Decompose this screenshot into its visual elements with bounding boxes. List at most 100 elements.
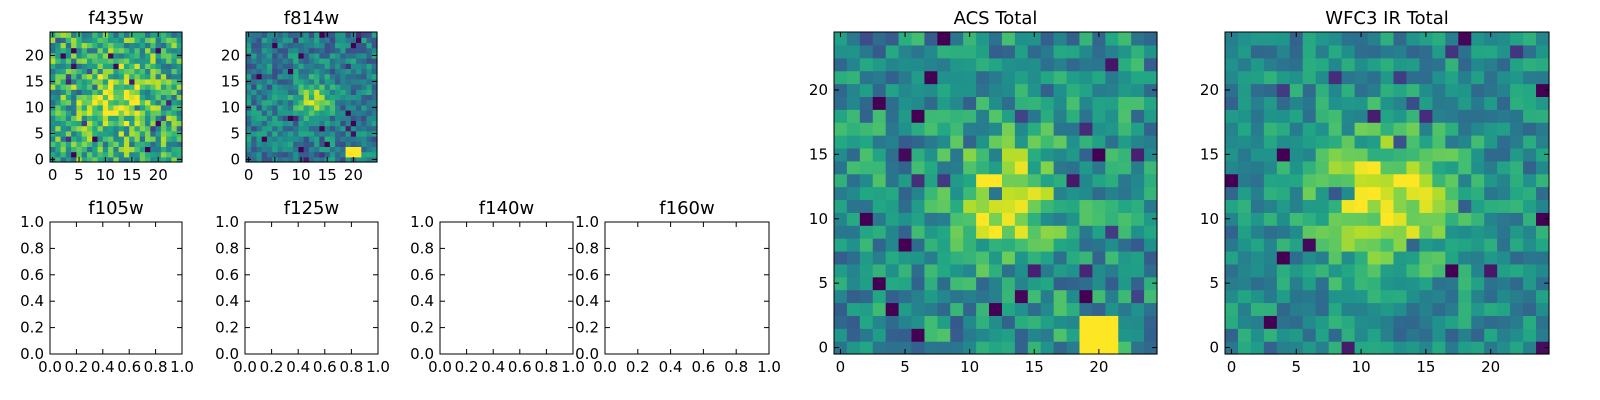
heatmap-cell xyxy=(846,250,861,265)
heatmap-cell xyxy=(924,186,938,201)
heatmap-cell xyxy=(1523,109,1537,123)
heatmap-cell xyxy=(1263,225,1278,239)
heatmap-cell xyxy=(976,173,990,188)
heatmap-cell xyxy=(1105,160,1119,175)
heatmap-cell xyxy=(1328,315,1343,329)
heatmap-cell xyxy=(256,52,263,59)
heatmap-cell xyxy=(246,73,252,80)
heatmap-cell xyxy=(1367,57,1382,72)
heatmap-cell xyxy=(1225,276,1239,291)
heatmap-cell xyxy=(86,141,93,147)
heatmap-cell xyxy=(361,136,368,142)
heatmap-cell xyxy=(1144,173,1158,188)
heatmap-cell xyxy=(1092,147,1106,162)
heatmap-cell xyxy=(1263,122,1278,136)
heatmap-cell xyxy=(171,68,178,75)
heatmap-cell xyxy=(65,63,72,69)
heatmap-cell xyxy=(834,83,848,97)
heatmap-cell xyxy=(134,151,141,158)
heatmap-cell xyxy=(277,130,284,137)
heatmap-cell xyxy=(282,32,289,38)
heatmap-cell xyxy=(282,130,289,137)
heatmap-cell xyxy=(366,89,373,95)
heatmap-cell xyxy=(145,78,151,85)
heatmap-cell xyxy=(277,63,284,69)
heatmap-cell xyxy=(1118,250,1132,265)
y-tick-label: 0.0 xyxy=(575,345,599,363)
x-tick-label: 20 xyxy=(344,166,363,184)
heatmap-cell xyxy=(329,120,336,127)
heatmap-cell xyxy=(1484,122,1498,136)
heatmap-cell xyxy=(1250,225,1265,239)
heatmap-cell xyxy=(872,302,887,316)
heatmap-cell xyxy=(366,42,373,49)
heatmap-cell xyxy=(55,37,62,43)
heatmap-cell xyxy=(1393,44,1408,59)
y-tick-label: 0.6 xyxy=(575,266,599,284)
heatmap-cell xyxy=(834,289,848,304)
heatmap-cell xyxy=(71,73,77,80)
heatmap-cell xyxy=(976,315,990,329)
heatmap-cell xyxy=(166,73,173,80)
heatmap-cell xyxy=(1497,96,1511,110)
heatmap-cell xyxy=(65,94,72,101)
heatmap-cell xyxy=(963,238,977,252)
heatmap-cell xyxy=(1471,160,1485,175)
heatmap-cell xyxy=(118,78,125,85)
heatmap-cell xyxy=(872,289,887,304)
heatmap-cell xyxy=(298,120,305,127)
heatmap-cell xyxy=(1302,109,1317,123)
heatmap-cell xyxy=(282,42,289,49)
heatmap-cell xyxy=(950,83,964,97)
heatmap-cell xyxy=(314,151,320,158)
heatmap-cell xyxy=(1380,328,1395,342)
heatmap-cell xyxy=(1471,32,1485,46)
heatmap-cell xyxy=(92,94,99,101)
heatmap-cell xyxy=(1458,57,1472,72)
heatmap-cell xyxy=(118,156,125,163)
heatmap-cell xyxy=(145,68,151,75)
heatmap-cell xyxy=(1001,238,1016,252)
heatmap-cell xyxy=(81,125,88,132)
heatmap-cell xyxy=(50,99,56,106)
heatmap-cell xyxy=(129,78,136,85)
heatmap-cell xyxy=(898,289,913,304)
heatmap-cell xyxy=(1432,212,1446,226)
heatmap-cell xyxy=(1341,70,1356,85)
heatmap-cell xyxy=(134,78,141,85)
heatmap-cell xyxy=(171,58,178,64)
y-tick-label: 0.2 xyxy=(20,319,44,337)
heatmap-cell xyxy=(314,130,320,137)
heatmap-cell xyxy=(989,83,1003,97)
heatmap-cell xyxy=(134,47,141,54)
heatmap-cell xyxy=(834,96,848,110)
heatmap-cell xyxy=(150,99,157,106)
heatmap-cell xyxy=(1289,173,1304,188)
heatmap-cell xyxy=(976,96,990,110)
heatmap-cell xyxy=(1367,199,1382,213)
heatmap-cell xyxy=(50,146,56,153)
heatmap-cell xyxy=(150,42,157,49)
heatmap-cell xyxy=(1445,135,1459,149)
heatmap-cell xyxy=(266,58,273,64)
heatmap-cell xyxy=(303,125,310,132)
heatmap-cell xyxy=(924,341,938,355)
heatmap-cell xyxy=(1105,328,1119,342)
heatmap-cell xyxy=(1001,135,1016,149)
heatmap-cell xyxy=(937,44,951,59)
heatmap-cell xyxy=(1276,32,1291,46)
heatmap-cell xyxy=(251,47,258,54)
heatmap-cell xyxy=(1536,44,1550,59)
heatmap-cell xyxy=(293,94,299,101)
heatmap-cell xyxy=(1092,186,1106,201)
heatmap-cell xyxy=(356,94,362,101)
heatmap-cell xyxy=(1053,212,1068,226)
heatmap-cell xyxy=(261,37,268,43)
heatmap-cell xyxy=(872,315,887,329)
heatmap-cell xyxy=(129,136,136,142)
heatmap-cell xyxy=(113,63,120,69)
heatmap-cell xyxy=(287,68,294,75)
heatmap-cell xyxy=(1040,70,1055,85)
heatmap-cell xyxy=(277,73,284,80)
heatmap-cell xyxy=(345,63,352,69)
